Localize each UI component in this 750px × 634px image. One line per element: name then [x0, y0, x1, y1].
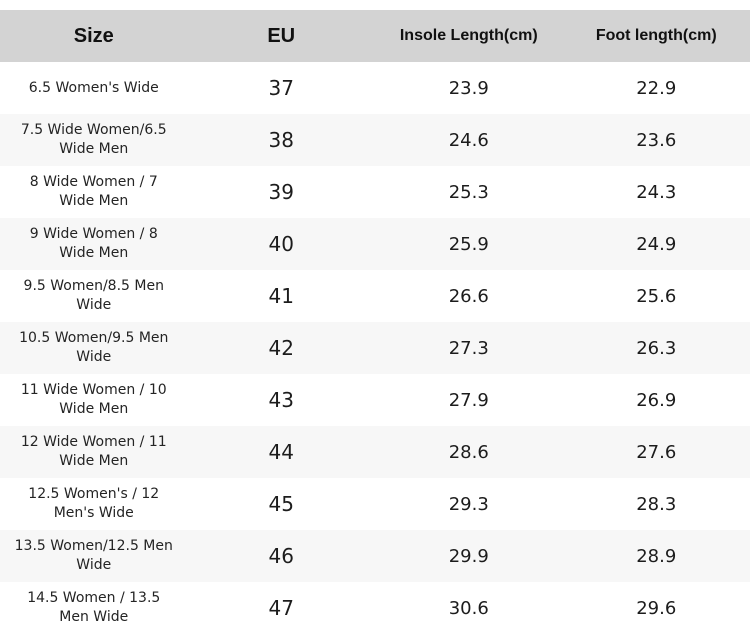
foot-length-cell: 22.9 — [636, 77, 677, 99]
eu-cell: 46 — [268, 544, 294, 568]
eu-cell: 41 — [268, 284, 294, 308]
eu-cell: 47 — [268, 596, 294, 620]
foot-length-cell: 25.6 — [636, 285, 677, 307]
size-chart-table: Size EU Insole Length(cm) Foot length(cm… — [0, 10, 750, 634]
foot-length-cell: 29.6 — [636, 597, 677, 619]
insole-length-cell: 24.6 — [448, 129, 489, 151]
table-row: 6.5 Women's Wide 37 23.9 22.9 — [0, 62, 750, 114]
size-cell: 9 Wide Women / 8 Wide Men — [29, 226, 158, 261]
foot-length-cell: 23.6 — [636, 129, 677, 151]
size-cell: 12.5 Women's / 12 Men's Wide — [28, 486, 160, 521]
table-row: 12.5 Women's / 12 Men's Wide 45 29.3 28.3 — [0, 478, 750, 530]
size-cell: 8 Wide Women / 7 Wide Men — [29, 174, 158, 209]
table-row: 11 Wide Women / 10 Wide Men 43 27.9 26.9 — [0, 374, 750, 426]
eu-cell: 40 — [268, 232, 294, 256]
foot-length-cell: 26.9 — [636, 389, 677, 411]
insole-length-cell: 25.3 — [448, 181, 489, 203]
table-row: 9 Wide Women / 8 Wide Men 40 25.9 24.9 — [0, 218, 750, 270]
eu-cell: 45 — [268, 492, 294, 516]
foot-length-cell: 28.9 — [636, 545, 677, 567]
header-row: Size EU Insole Length(cm) Foot length(cm… — [0, 10, 750, 62]
eu-cell: 39 — [268, 180, 294, 204]
insole-length-cell: 29.3 — [448, 493, 489, 515]
table-row: 7.5 Wide Women/6.5 Wide Men 38 24.6 23.6 — [0, 114, 750, 166]
size-cell: 9.5 Women/8.5 Men Wide — [23, 278, 164, 313]
foot-length-cell: 24.3 — [636, 181, 677, 203]
insole-length-cell: 30.6 — [448, 597, 489, 619]
size-cell: 6.5 Women's Wide — [28, 79, 159, 96]
eu-cell: 38 — [268, 128, 294, 152]
insole-length-cell: 23.9 — [448, 77, 489, 99]
column-header-eu: EU — [267, 24, 296, 47]
eu-cell: 43 — [268, 388, 294, 412]
table-row: 8 Wide Women / 7 Wide Men 39 25.3 24.3 — [0, 166, 750, 218]
table-row: 14.5 Women / 13.5 Men Wide 47 30.6 29.6 — [0, 582, 750, 634]
insole-length-cell: 25.9 — [448, 233, 489, 255]
insole-length-cell: 29.9 — [448, 545, 489, 567]
foot-length-cell: 28.3 — [636, 493, 677, 515]
foot-length-cell: 26.3 — [636, 337, 677, 359]
size-cell: 13.5 Women/12.5 Men Wide — [14, 538, 173, 573]
eu-cell: 44 — [268, 440, 294, 464]
foot-length-cell: 27.6 — [636, 441, 677, 463]
foot-length-cell: 24.9 — [636, 233, 677, 255]
eu-cell: 37 — [268, 76, 294, 100]
size-cell: 11 Wide Women / 10 Wide Men — [20, 382, 167, 417]
size-cell: 7.5 Wide Women/6.5 Wide Men — [20, 122, 167, 157]
insole-length-cell: 27.3 — [448, 337, 489, 359]
size-cell: 12 Wide Women / 11 Wide Men — [20, 434, 167, 469]
eu-cell: 42 — [268, 336, 294, 360]
insole-length-cell: 28.6 — [448, 441, 489, 463]
table-row: 9.5 Women/8.5 Men Wide 41 26.6 25.6 — [0, 270, 750, 322]
table-row: 10.5 Women/9.5 Men Wide 42 27.3 26.3 — [0, 322, 750, 374]
column-header-foot-length: Foot length(cm) — [595, 27, 717, 44]
size-cell: 14.5 Women / 13.5 Men Wide — [27, 590, 161, 625]
table-header: Size EU Insole Length(cm) Foot length(cm… — [0, 10, 750, 62]
table-body: 6.5 Women's Wide 37 23.9 22.9 7.5 Wide Women… — [0, 62, 750, 634]
insole-length-cell: 27.9 — [448, 389, 489, 411]
table-row: 13.5 Women/12.5 Men Wide 46 29.9 28.9 — [0, 530, 750, 582]
column-header-insole-length: Insole Length(cm) — [399, 27, 538, 44]
column-header-size: Size — [73, 24, 114, 47]
insole-length-cell: 26.6 — [448, 285, 489, 307]
size-cell: 10.5 Women/9.5 Men Wide — [19, 330, 169, 365]
table-row: 12 Wide Women / 11 Wide Men 44 28.6 27.6 — [0, 426, 750, 478]
